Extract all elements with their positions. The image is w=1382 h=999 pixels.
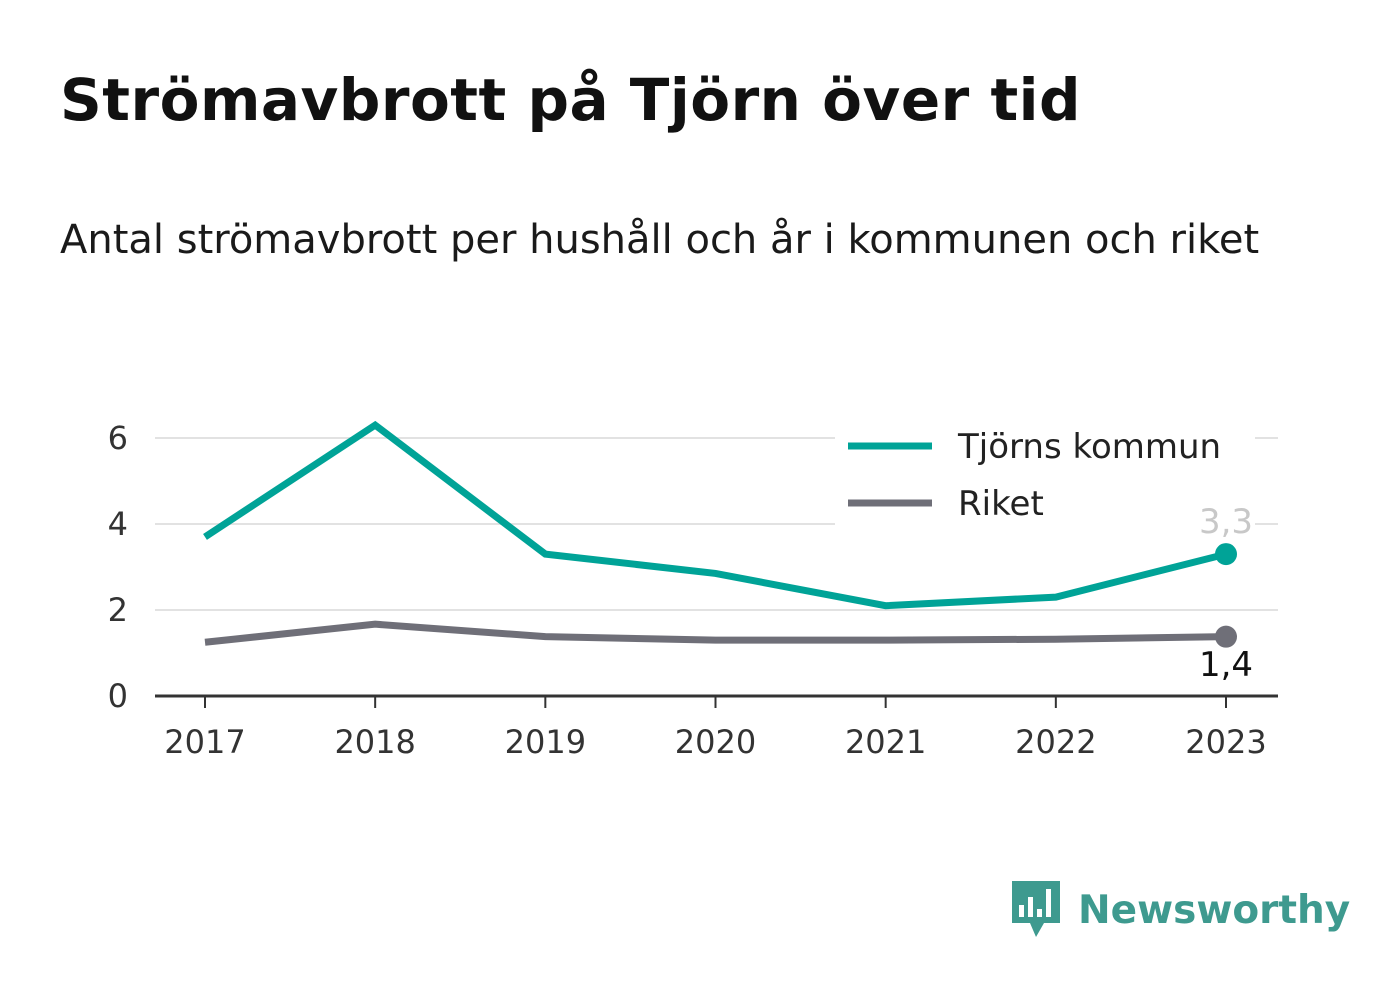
chart-title: Strömavbrott på Tjörn över tid xyxy=(60,66,1082,134)
x-tick-label: 2020 xyxy=(675,723,756,761)
chart-subtitle: Antal strömavbrott per hushåll och år i … xyxy=(60,217,1260,263)
series-line-riket xyxy=(204,620,1227,646)
series-end-point xyxy=(1215,543,1237,566)
series-line-tjorns-kommun xyxy=(203,420,1227,610)
y-tick-label: 0 xyxy=(108,677,128,715)
x-tick-label: 2017 xyxy=(164,723,245,761)
series-end-point xyxy=(1215,625,1237,648)
end-value-label: 3,3 xyxy=(1199,502,1253,542)
legend-label: Tjörns kommun xyxy=(957,427,1221,467)
x-tick-label: 2023 xyxy=(1185,723,1266,761)
y-tick-label: 4 xyxy=(108,505,128,543)
axes: 0 2 4 6 2017 2018 2019 2020 2021 2022 2023 xyxy=(108,419,1278,761)
newsworthy-logo: Newsworthy xyxy=(1010,878,1350,942)
x-tick-label: 2021 xyxy=(845,723,926,761)
y-tick-label: 6 xyxy=(108,419,128,457)
legend: Tjörns kommun Riket xyxy=(835,418,1255,526)
legend-label: Riket xyxy=(958,484,1044,524)
bar-chart-speech-bubble-icon xyxy=(1012,881,1060,937)
y-tick-label: 2 xyxy=(108,591,128,629)
x-tick-label: 2022 xyxy=(1015,723,1096,761)
legend-background xyxy=(835,418,1255,526)
end-value-label: 1,4 xyxy=(1199,645,1253,685)
end-labels: 3,3 1,4 xyxy=(1199,502,1253,685)
x-tick-label: 2018 xyxy=(334,723,415,761)
x-tick-label: 2019 xyxy=(505,723,586,761)
series-lines xyxy=(203,420,1237,648)
logo-text: Newsworthy xyxy=(1078,887,1351,933)
